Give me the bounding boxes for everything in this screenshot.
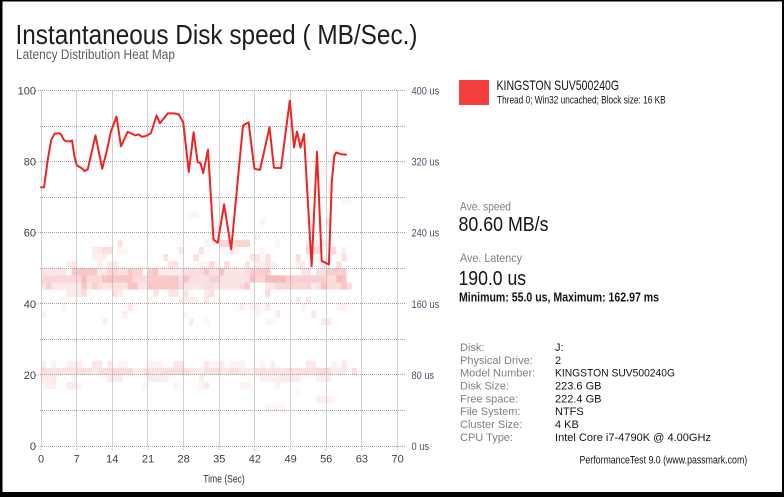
svg-text:KINGSTON SUV500240G: KINGSTON SUV500240G (555, 368, 675, 380)
svg-text:Time (Sec): Time (Sec) (203, 474, 245, 486)
svg-text:35: 35 (213, 454, 225, 466)
svg-text:60: 60 (24, 228, 36, 240)
svg-text:222.4 GB: 222.4 GB (555, 393, 601, 405)
svg-text:7: 7 (74, 454, 80, 466)
svg-text:190.0 us: 190.0 us (459, 268, 527, 290)
svg-text:20: 20 (24, 370, 36, 382)
svg-text:80: 80 (24, 157, 36, 169)
svg-text:4 KB: 4 KB (555, 419, 579, 431)
svg-text:70: 70 (391, 454, 403, 466)
svg-text:Latency Distribution Heat Map: Latency Distribution Heat Map (16, 47, 175, 62)
svg-text:Thread 0; Win32 uncached; Bloc: Thread 0; Win32 uncached; Block size: 16… (497, 95, 666, 107)
svg-text:56: 56 (320, 454, 332, 466)
svg-text:Ave. speed: Ave. speed (460, 202, 511, 214)
svg-text:42: 42 (249, 454, 261, 466)
svg-text:Disk Size:: Disk Size: (460, 381, 509, 393)
svg-text:NTFS: NTFS (555, 406, 584, 418)
svg-text:Intel Core i7-4790K @ 4.00GHz: Intel Core i7-4790K @ 4.00GHz (555, 432, 711, 444)
svg-text:Instantaneous Disk speed ( MB/: Instantaneous Disk speed ( MB/Sec.) (16, 19, 418, 50)
svg-text:Disk:: Disk: (460, 342, 484, 354)
svg-text:Physical Drive:: Physical Drive: (460, 355, 533, 367)
svg-text:0: 0 (38, 454, 44, 466)
svg-text:100: 100 (18, 86, 36, 98)
svg-text:0 us: 0 us (412, 441, 430, 453)
svg-text:400 us: 400 us (412, 86, 440, 98)
svg-text:2: 2 (555, 355, 561, 367)
svg-text:KINGSTON SUV500240G: KINGSTON SUV500240G (497, 77, 620, 93)
svg-text:0: 0 (30, 441, 36, 453)
svg-text:320 us: 320 us (412, 157, 440, 169)
svg-text:80.60 MB/s: 80.60 MB/s (459, 214, 549, 236)
svg-text:14: 14 (106, 454, 118, 466)
svg-text:40: 40 (24, 299, 36, 311)
svg-text:Cluster Size:: Cluster Size: (460, 419, 522, 431)
svg-text:28: 28 (177, 454, 189, 466)
svg-text:223.6 GB: 223.6 GB (555, 381, 601, 393)
svg-text:Free space:: Free space: (460, 393, 518, 405)
svg-text:Ave. Latency: Ave. Latency (460, 253, 522, 265)
svg-text:Minimum: 55.0 us, Maximum: 162: Minimum: 55.0 us, Maximum: 162.97 ms (459, 291, 659, 305)
svg-text:J:: J: (555, 342, 564, 354)
svg-text:49: 49 (284, 454, 296, 466)
svg-text:160 us: 160 us (412, 299, 440, 311)
svg-text:PerformanceTest 9.0 (www.passm: PerformanceTest 9.0 (www.passmark.com) (580, 455, 748, 467)
svg-text:80 us: 80 us (412, 370, 435, 382)
svg-text:21: 21 (142, 454, 154, 466)
svg-text:63: 63 (356, 454, 368, 466)
svg-text:CPU Type:: CPU Type: (460, 432, 513, 444)
svg-text:File System:: File System: (460, 406, 521, 418)
svg-text:Model Number:: Model Number: (460, 368, 535, 380)
svg-text:240 us: 240 us (412, 228, 440, 240)
